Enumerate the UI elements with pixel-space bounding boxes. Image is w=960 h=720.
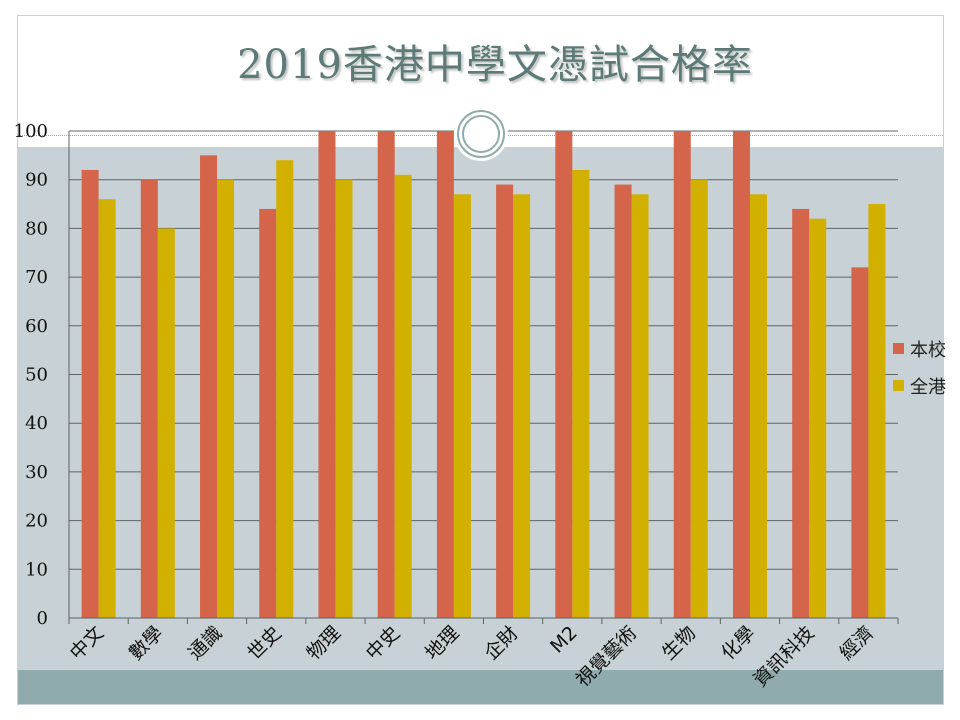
chart-legend: 本校 全港 <box>893 330 946 404</box>
bar-hk <box>868 204 886 619</box>
slide-footer-band <box>18 670 943 704</box>
bar-hk <box>276 160 294 618</box>
bar-hk <box>690 179 708 618</box>
x-tick-label: 通識 <box>184 622 226 664</box>
y-tick-label: 0 <box>37 608 48 629</box>
x-tick-label: 地理 <box>421 622 463 664</box>
bar-hk <box>809 218 827 618</box>
bar-hk <box>98 199 116 618</box>
x-tick-label: 化學 <box>717 622 759 664</box>
y-tick-label: 10 <box>25 559 48 580</box>
y-tick-label: 80 <box>25 218 48 239</box>
legend-label-hk: 全港 <box>910 376 946 398</box>
bar-school <box>673 131 691 618</box>
bar-school <box>200 155 218 618</box>
bar-school <box>259 208 277 619</box>
bar-school <box>496 184 514 618</box>
bar-school <box>555 131 573 618</box>
x-tick-label: 物理 <box>303 622 345 664</box>
x-tick-label: 生物 <box>658 622 700 664</box>
y-tick-label: 30 <box>25 462 48 483</box>
y-tick-label: 70 <box>25 267 48 288</box>
x-tick-label: 中史 <box>362 622 404 664</box>
bar-school <box>732 131 750 618</box>
bar-school <box>377 131 395 618</box>
x-tick-label: 數學 <box>125 622 167 664</box>
bar-school <box>792 208 810 619</box>
bar-hk <box>513 194 531 618</box>
bar-hk <box>217 179 235 618</box>
x-tick-label: 世史 <box>243 622 285 664</box>
bar-hk <box>453 194 471 618</box>
bar-school <box>81 169 99 618</box>
y-tick-label: 100 <box>14 121 48 142</box>
legend-item-hk: 全港 <box>893 367 946 404</box>
bar-school <box>851 267 869 618</box>
bar-hk <box>157 228 175 618</box>
circle-ornament-icon <box>454 107 508 161</box>
y-tick-label: 40 <box>25 413 48 434</box>
y-tick-label: 60 <box>25 316 48 337</box>
bar-hk <box>335 179 353 618</box>
y-tick-label: 50 <box>25 365 48 386</box>
x-tick-label: 經濟 <box>835 622 877 664</box>
y-tick-label: 90 <box>25 170 48 191</box>
slide-frame <box>17 15 944 705</box>
bar-hk <box>749 194 767 618</box>
bar-school <box>140 179 158 618</box>
bar-school <box>614 184 632 618</box>
chart-title: 2019香港中學文憑試合格率 <box>237 42 753 88</box>
x-tick-label: 視覺藝術 <box>572 622 641 691</box>
bar-hk <box>394 174 412 618</box>
x-tick-label: 中文 <box>66 622 108 664</box>
x-tick-label: 企財 <box>480 622 522 664</box>
bar-hk <box>572 169 590 618</box>
legend-item-school: 本校 <box>893 330 946 367</box>
legend-label-school: 本校 <box>910 339 946 361</box>
bar-hk <box>631 194 649 618</box>
y-tick-label: 20 <box>25 511 48 532</box>
x-tick-label: M2 <box>546 622 582 658</box>
legend-swatch-school <box>893 343 904 354</box>
bar-school <box>318 131 336 618</box>
legend-swatch-hk <box>893 380 904 391</box>
x-tick-label: 資訊科技 <box>749 622 818 691</box>
bar-school <box>436 131 454 618</box>
